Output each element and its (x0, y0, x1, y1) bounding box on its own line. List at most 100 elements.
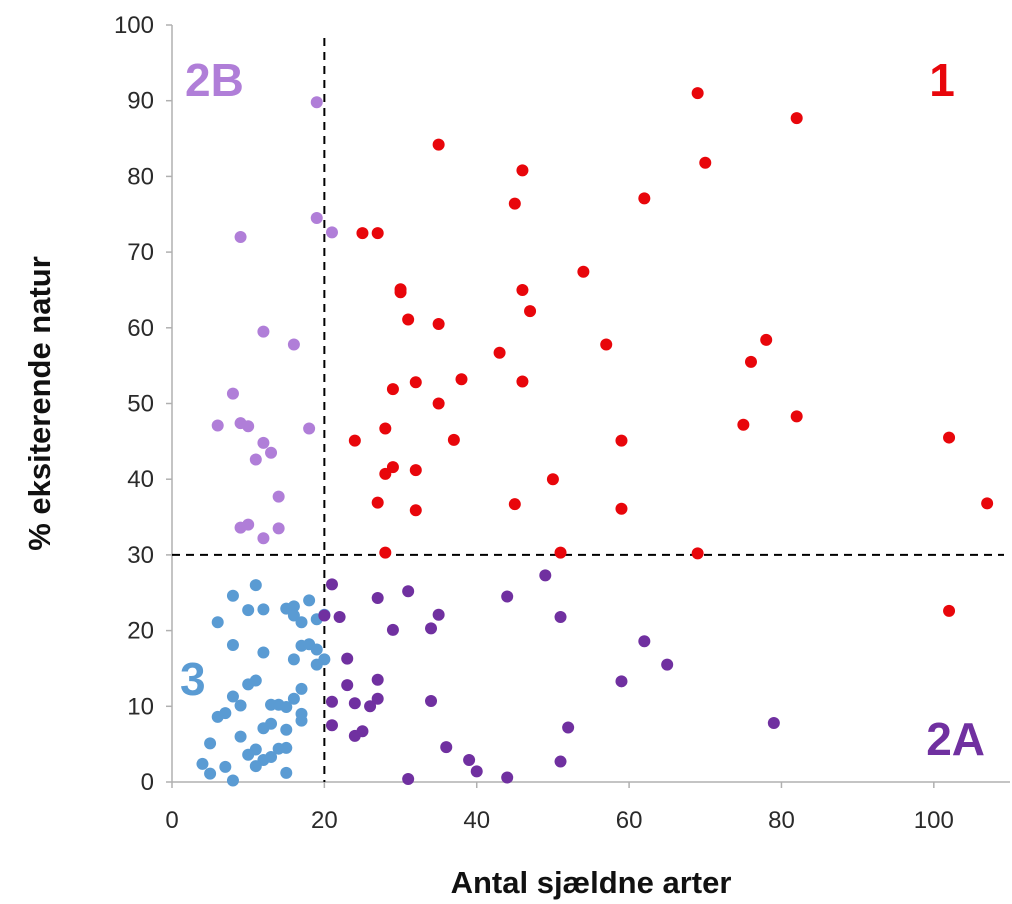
data-point-group-1 (371, 227, 384, 240)
data-point-group-2b (257, 436, 270, 449)
data-point-group-2a (638, 635, 651, 648)
data-point-group-2a (386, 623, 399, 636)
data-point-group-3 (226, 774, 239, 787)
quadrant-label-3: 3 (180, 653, 206, 705)
data-point-group-2a (425, 695, 438, 708)
x-tick-label: 20 (311, 807, 338, 834)
data-point-group-3 (211, 616, 224, 629)
data-point-group-1 (615, 434, 628, 447)
data-point-group-3 (303, 594, 316, 607)
y-tick-label: 50 (127, 391, 154, 418)
data-point-group-1 (516, 375, 529, 388)
data-point-group-2b (242, 518, 255, 531)
data-point-group-2a (325, 695, 338, 708)
data-point-group-2b (272, 490, 285, 503)
data-point-group-1 (943, 604, 956, 617)
data-point-group-1 (402, 313, 415, 326)
data-point-group-2b (265, 446, 278, 459)
data-point-group-2b (249, 453, 262, 466)
data-point-group-2a (661, 658, 674, 671)
data-point-group-3 (287, 600, 300, 613)
data-point-group-2a (318, 609, 331, 622)
quadrant-label-1: 1 (929, 54, 955, 106)
data-point-group-1 (508, 498, 521, 511)
data-point-group-1 (371, 496, 384, 509)
data-point-group-2b (287, 338, 300, 351)
data-point-group-1 (409, 464, 422, 477)
x-axis-title: Antal sjældne arter (451, 865, 732, 900)
y-tick-label: 80 (127, 163, 154, 190)
data-point-group-1 (356, 227, 369, 240)
data-point-group-3 (204, 737, 217, 750)
data-point-group-1 (744, 355, 757, 368)
data-point-group-2b (310, 212, 323, 225)
data-point-group-1 (943, 431, 956, 444)
data-point-group-2a (615, 675, 628, 688)
data-point-group-3 (234, 699, 247, 712)
x-tick-label: 60 (616, 807, 643, 834)
threshold-lines (172, 38, 1004, 782)
data-point-group-3 (310, 643, 323, 656)
data-point-group-2b (211, 419, 224, 432)
data-point-group-1 (600, 338, 613, 351)
data-point-group-3 (280, 741, 293, 754)
data-point-group-2b (234, 230, 247, 243)
data-point-group-1 (508, 197, 521, 210)
data-point-group-2a (432, 608, 445, 621)
data-point-group-1 (394, 286, 407, 299)
data-point-group-3 (219, 760, 232, 773)
data-point-group-3 (280, 701, 293, 714)
quadrant-label-2b: 2B (185, 54, 244, 106)
data-point-group-1 (432, 397, 445, 410)
data-point-group-3 (242, 678, 255, 691)
x-tick-label: 100 (914, 807, 954, 834)
data-point-group-2a (539, 569, 552, 582)
axes (171, 25, 1010, 783)
x-tick-label: 40 (463, 807, 490, 834)
y-tick-label: 70 (127, 239, 154, 266)
y-tick-label: 100 (114, 12, 154, 39)
y-axis-ticks: 0 10 20 30 40 50 60 70 80 90 100 (114, 12, 172, 796)
quadrant-label-2a: 2A (926, 713, 985, 765)
data-point-group-3 (226, 690, 239, 703)
data-point-group-2a (333, 610, 346, 623)
data-point-group-2a (325, 578, 338, 591)
data-point-group-1 (455, 373, 468, 386)
y-tick-label: 40 (127, 466, 154, 493)
data-point-group-3 (280, 766, 293, 779)
data-point-group-1 (524, 305, 537, 318)
data-point-group-2a (364, 700, 377, 713)
data-point-group-1 (615, 502, 628, 515)
data-point-group-2a (348, 697, 361, 710)
data-point-group-1 (432, 138, 445, 151)
data-point-group-2b (272, 522, 285, 535)
quadrant-labels: 1 2B 3 2A (180, 54, 985, 765)
data-point-group-2b (325, 226, 338, 239)
data-point-group-1 (409, 376, 422, 389)
data-point-group-2a (470, 765, 483, 778)
data-point-group-1 (737, 418, 750, 431)
data-point-group-2a (371, 592, 384, 605)
data-point-group-2b (257, 532, 270, 545)
y-tick-label: 30 (127, 542, 154, 569)
data-point-group-1 (691, 547, 704, 560)
y-tick-label: 60 (127, 315, 154, 342)
data-point-group-2a (554, 755, 567, 768)
data-point-group-3 (295, 682, 308, 695)
y-tick-label: 10 (127, 693, 154, 720)
data-point-group-2a (371, 673, 384, 686)
data-point-group-1 (790, 112, 803, 125)
x-axis-ticks: 0 20 40 60 80 100 (165, 782, 954, 834)
data-point-group-1 (516, 164, 529, 177)
data-point-group-2a (402, 772, 415, 785)
data-point-group-3 (257, 722, 270, 735)
data-point-group-1 (699, 156, 712, 169)
data-point-group-3 (234, 730, 247, 743)
data-point-group-3 (242, 604, 255, 617)
data-point-group-2b (257, 325, 270, 338)
data-point-group-1 (546, 473, 559, 486)
data-point-group-3 (226, 638, 239, 651)
data-point-group-1 (790, 410, 803, 423)
y-axis-title: % eksiterende natur (22, 256, 57, 551)
data-point-group-2a (341, 652, 354, 665)
